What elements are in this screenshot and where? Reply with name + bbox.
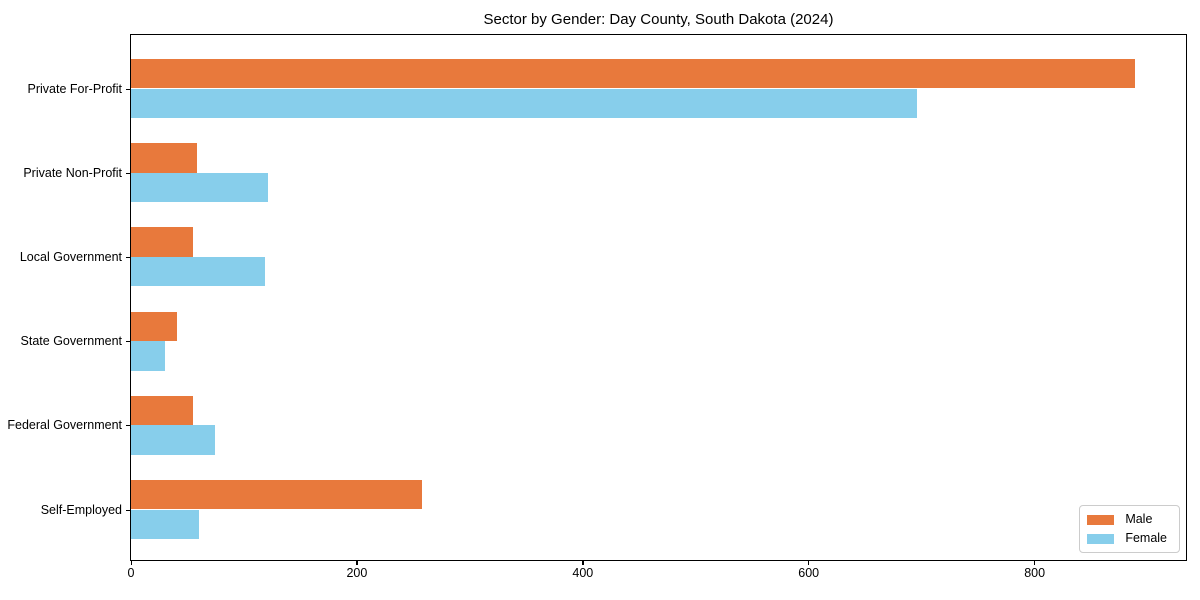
bar-female-state-government (131, 341, 165, 371)
legend-label-male: Male (1125, 512, 1153, 526)
y-tick-private-non-profit (126, 172, 130, 174)
x-tick-label-800: 800 (1024, 566, 1046, 580)
x-tick-400 (582, 561, 584, 565)
x-tick-0 (130, 561, 132, 565)
y-label-local-government: Local Government (19, 249, 122, 264)
x-tick-800 (1034, 561, 1036, 565)
bar-male-local-government (131, 227, 194, 257)
bar-female-local-government (131, 256, 266, 287)
x-tick-label-400: 400 (572, 566, 594, 580)
plot-area: Male Female (130, 34, 1187, 561)
x-tick-600 (808, 561, 810, 565)
bar-male-federal-government (131, 395, 194, 426)
y-tick-private-for-profit (126, 88, 130, 90)
bar-male-private-for-profit (131, 58, 1136, 89)
y-tick-self-employed (126, 509, 130, 511)
bar-female-federal-government (131, 425, 215, 455)
legend-label-female: Female (1125, 531, 1167, 545)
bar-male-private-non-profit (131, 143, 197, 173)
bar-female-private-non-profit (131, 172, 268, 203)
y-label-state-government: State Government (20, 334, 122, 349)
y-label-self-employed: Self-Employed (40, 502, 122, 517)
bar-male-state-government (131, 311, 178, 342)
y-label-federal-government: Federal Government (7, 418, 122, 433)
y-label-private-for-profit: Private For-Profit (27, 81, 122, 96)
legend-swatch-male-icon (1087, 514, 1115, 525)
x-tick-label-200: 200 (346, 566, 368, 580)
bar-female-private-for-profit (131, 88, 918, 119)
y-tick-state-government (126, 341, 130, 343)
chart-title: Sector by Gender: Day County, South Dako… (483, 11, 834, 28)
bar-female-self-employed (131, 509, 199, 540)
y-label-private-non-profit: Private Non-Profit (23, 165, 122, 180)
x-tick-label-0: 0 (127, 566, 135, 580)
y-tick-local-government (126, 256, 130, 259)
x-tick-label-600: 600 (798, 566, 820, 580)
y-tick-federal-government (126, 425, 130, 427)
legend-item-male: Male (1087, 513, 1167, 526)
bar-male-self-employed (131, 479, 423, 510)
legend-item-female: Female (1087, 532, 1167, 545)
legend: Male Female (1079, 505, 1180, 553)
x-tick-200 (356, 561, 358, 565)
legend-swatch-female-icon (1087, 533, 1115, 544)
